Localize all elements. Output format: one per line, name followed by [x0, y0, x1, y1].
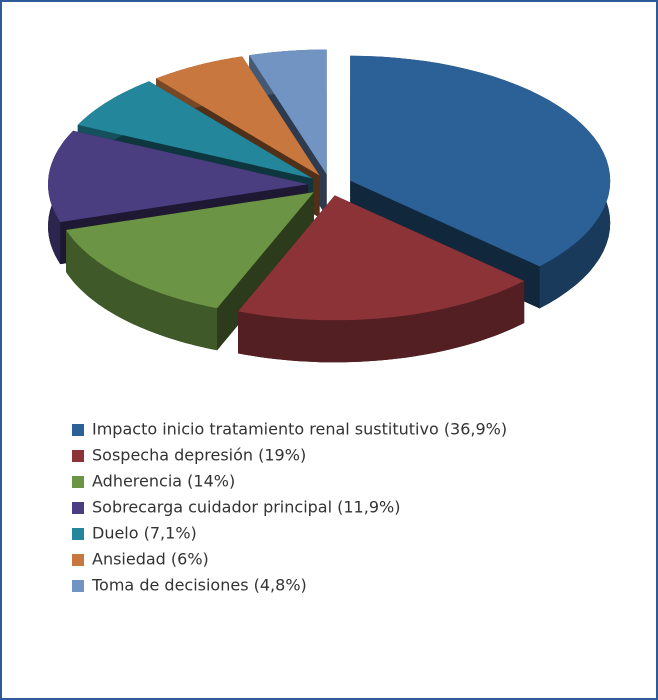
slice-wall	[66, 230, 218, 351]
legend-label: Sobrecarga cuidador principal (11,9%)	[92, 498, 400, 517]
legend-label: Ansiedad (6%)	[92, 550, 209, 569]
legend-swatch	[72, 528, 84, 540]
slice	[238, 195, 525, 321]
legend-label: Toma de decisiones (4,8%)	[91, 576, 307, 595]
legend-swatch	[72, 554, 84, 566]
slice	[156, 56, 320, 176]
slice	[66, 192, 314, 309]
legend-swatch	[72, 450, 84, 462]
legend-swatch	[72, 502, 84, 514]
slice	[77, 81, 313, 179]
legend-swatch	[72, 580, 84, 592]
slice	[48, 130, 309, 223]
legend-label: Duelo (7,1%)	[92, 524, 197, 543]
legend-swatch	[72, 476, 84, 488]
legend-label: Impacto inicio tratamiento renal sustitu…	[92, 420, 507, 439]
legend-label: Adherencia (14%)	[92, 472, 235, 491]
legend-swatch	[72, 424, 84, 436]
slice	[249, 49, 327, 175]
slice	[350, 55, 611, 267]
slice-wall	[238, 281, 525, 363]
legend-label: Sospecha depresión (19%)	[92, 446, 306, 465]
